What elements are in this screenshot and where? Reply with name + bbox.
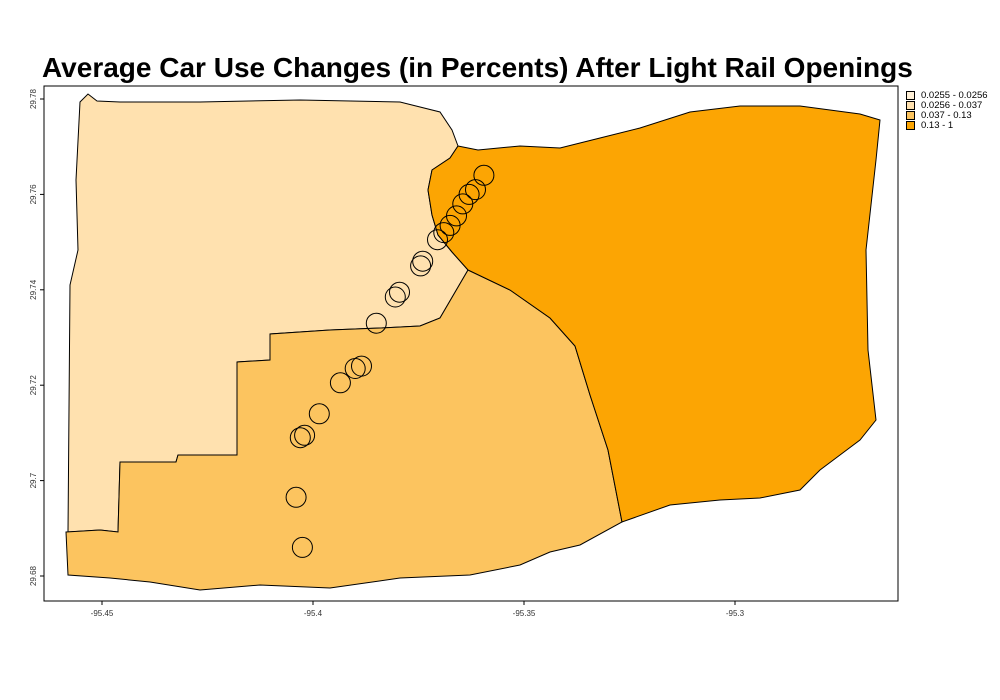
station-marker[interactable] [384,286,406,308]
station-marker[interactable] [452,193,474,215]
station-marker[interactable] [294,424,316,446]
y-tick-label: 29.74 [29,279,38,300]
legend-item: 0.0255 - 0.0256 [906,89,988,101]
station-markers [285,164,495,558]
y-tick-label: 29.7 [29,472,38,488]
legend-label: 0.037 - 0.13 [921,109,972,121]
x-tick-label: -95.35 [513,609,536,618]
legend-swatch [906,90,915,100]
legend-swatch [906,110,915,120]
station-marker[interactable] [427,229,448,251]
station-marker[interactable] [389,281,410,303]
station-marker[interactable] [344,358,366,379]
station-marker[interactable] [473,164,495,186]
y-axis: 29.68 29.7 29.72 29.74 29.76 29.78 [29,88,44,586]
station-marker[interactable] [433,222,455,244]
station-marker[interactable] [412,250,434,272]
map-regions [65,93,881,591]
legend-label: 0.0255 - 0.0256 [921,89,988,101]
legend-item: 0.037 - 0.13 [906,109,988,121]
station-marker[interactable] [329,372,351,394]
station-marker[interactable] [308,403,330,425]
legend-swatch [906,100,915,110]
y-tick-label: 29.76 [29,184,38,205]
y-tick-label: 29.68 [29,565,38,586]
station-marker[interactable] [410,255,432,277]
y-tick-label: 29.78 [29,88,38,109]
station-marker[interactable] [439,214,461,236]
legend-item: 0.0256 - 0.037 [906,99,988,111]
x-tick-label: -95.4 [304,609,323,618]
legend-item: 0.13 - 1 [906,119,988,131]
x-tick-label: -95.45 [91,609,114,618]
station-marker[interactable] [285,486,307,508]
x-tick-label: -95.3 [726,609,745,618]
station-marker[interactable] [465,179,486,201]
legend-swatch [906,120,915,130]
legend-label: 0.13 - 1 [921,119,954,131]
legend: 0.0255 - 0.0256 0.0256 - 0.037 0.037 - 0.1… [906,89,988,131]
station-marker[interactable] [365,312,387,334]
y-tick-label: 29.72 [29,375,38,396]
x-axis: -95.45 -95.4 -95.35 -95.3 [91,601,745,618]
plot-frame [43,85,899,602]
east-region[interactable] [427,105,881,523]
station-marker[interactable] [291,536,313,558]
legend-label: 0.0256 - 0.037 [921,99,983,111]
map-title: Average Car Use Changes (in Percents) Af… [42,52,913,83]
station-marker[interactable] [289,427,311,449]
